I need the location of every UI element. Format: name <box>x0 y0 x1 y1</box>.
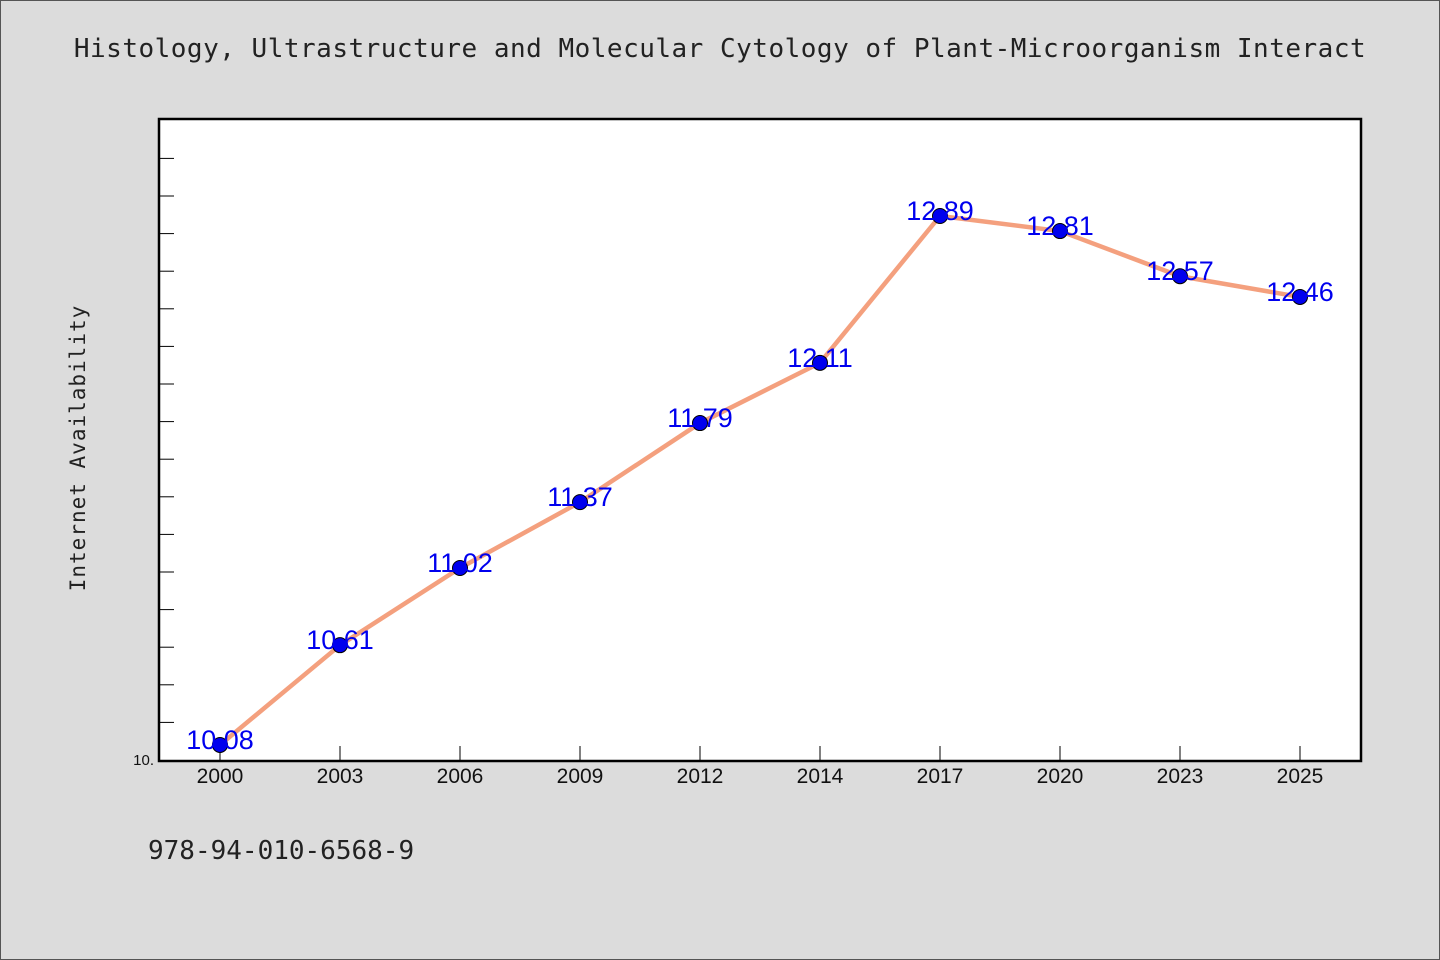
data-label: 12.46 <box>1266 277 1334 307</box>
x-tick-label: 2025 <box>1277 765 1324 788</box>
data-label: 12.11 <box>787 343 853 373</box>
x-tick-label: 2023 <box>1157 765 1204 788</box>
data-point <box>332 637 348 654</box>
x-tick-label: 2017 <box>917 765 964 788</box>
series-line <box>217 213 1303 748</box>
x-tick-label: 2000 <box>197 765 244 788</box>
data-label: 11.02 <box>427 548 493 578</box>
x-tick-label: 2014 <box>797 765 844 788</box>
data-point <box>452 560 468 576</box>
data-point <box>1052 223 1068 240</box>
data-point <box>812 354 828 371</box>
x-axis-ticks: 2000 2003 2006 2009 2012 2014 2017 2020 2023 2025 <box>197 746 1324 788</box>
isbn-text: 978-94-010-6568-9 <box>148 836 415 866</box>
series-layer <box>212 208 1308 753</box>
x-tick-label: 2009 <box>557 765 604 788</box>
y-minor-ticks <box>160 157 174 723</box>
data-label: 12.89 <box>906 196 974 226</box>
x-tick-label: 2020 <box>1037 765 1084 788</box>
data-label: 12.57 <box>1146 256 1214 286</box>
data-point <box>1172 268 1188 285</box>
chart-title: Histology, Ultrastructure and Molecular … <box>73 34 1367 64</box>
data-point <box>932 208 948 224</box>
data-label: 10.08 <box>186 725 254 755</box>
x-tick-label: 2012 <box>677 765 724 788</box>
y-axis-tick-labels: 10. <box>133 752 154 769</box>
data-labels: 10.08 10.61 11.02 11.37 11.79 12.11 12.89 12.81… <box>186 196 1334 755</box>
x-tick-label: 2006 <box>437 765 484 788</box>
y-tick-label: 10. <box>133 752 154 769</box>
x-tick-label: 2003 <box>317 765 364 788</box>
plot-area <box>157 117 1363 763</box>
data-point <box>572 494 588 511</box>
data-label: 11.37 <box>547 482 613 512</box>
data-point <box>1292 288 1308 305</box>
data-point <box>692 415 708 432</box>
data-label: 10.61 <box>306 625 374 655</box>
data-point <box>212 736 228 753</box>
data-label: 12.81 <box>1026 211 1094 241</box>
data-label: 11.79 <box>667 403 733 433</box>
